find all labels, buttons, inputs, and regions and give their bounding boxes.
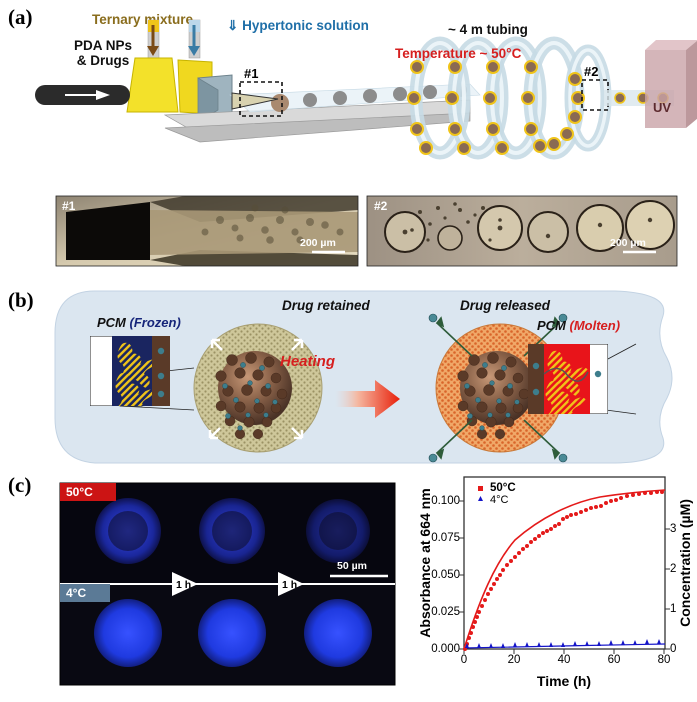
svg-text:0: 0: [461, 654, 467, 666]
svg-text:0.100: 0.100: [431, 495, 460, 507]
svg-text:80: 80: [658, 654, 671, 666]
svg-text:40: 40: [558, 654, 571, 666]
svg-text:1: 1: [670, 603, 676, 615]
svg-text:200 µm: 200 µm: [610, 237, 646, 249]
svg-text:0: 0: [670, 643, 676, 655]
svg-text:Time (h): Time (h): [537, 673, 591, 689]
svg-text:0.075: 0.075: [431, 532, 460, 544]
svg-text:#2: #2: [374, 199, 388, 213]
svg-text:2: 2: [670, 563, 676, 575]
svg-text:20: 20: [508, 654, 521, 666]
svg-text:#1: #1: [62, 199, 76, 213]
svg-text:Absorbance at 664 nm: Absorbance at 664 nm: [417, 488, 433, 637]
svg-text:0.025: 0.025: [431, 606, 460, 618]
svg-text:60: 60: [608, 654, 621, 666]
svg-text:Concentration (µM): Concentration (µM): [677, 499, 693, 627]
svg-text:200 µm: 200 µm: [300, 237, 336, 249]
svg-text:0.000: 0.000: [431, 643, 460, 655]
svg-text:3: 3: [670, 523, 676, 535]
svg-text:4°C: 4°C: [490, 494, 509, 506]
svg-text:50°C: 50°C: [490, 482, 516, 494]
svg-text:0.050: 0.050: [431, 569, 460, 581]
